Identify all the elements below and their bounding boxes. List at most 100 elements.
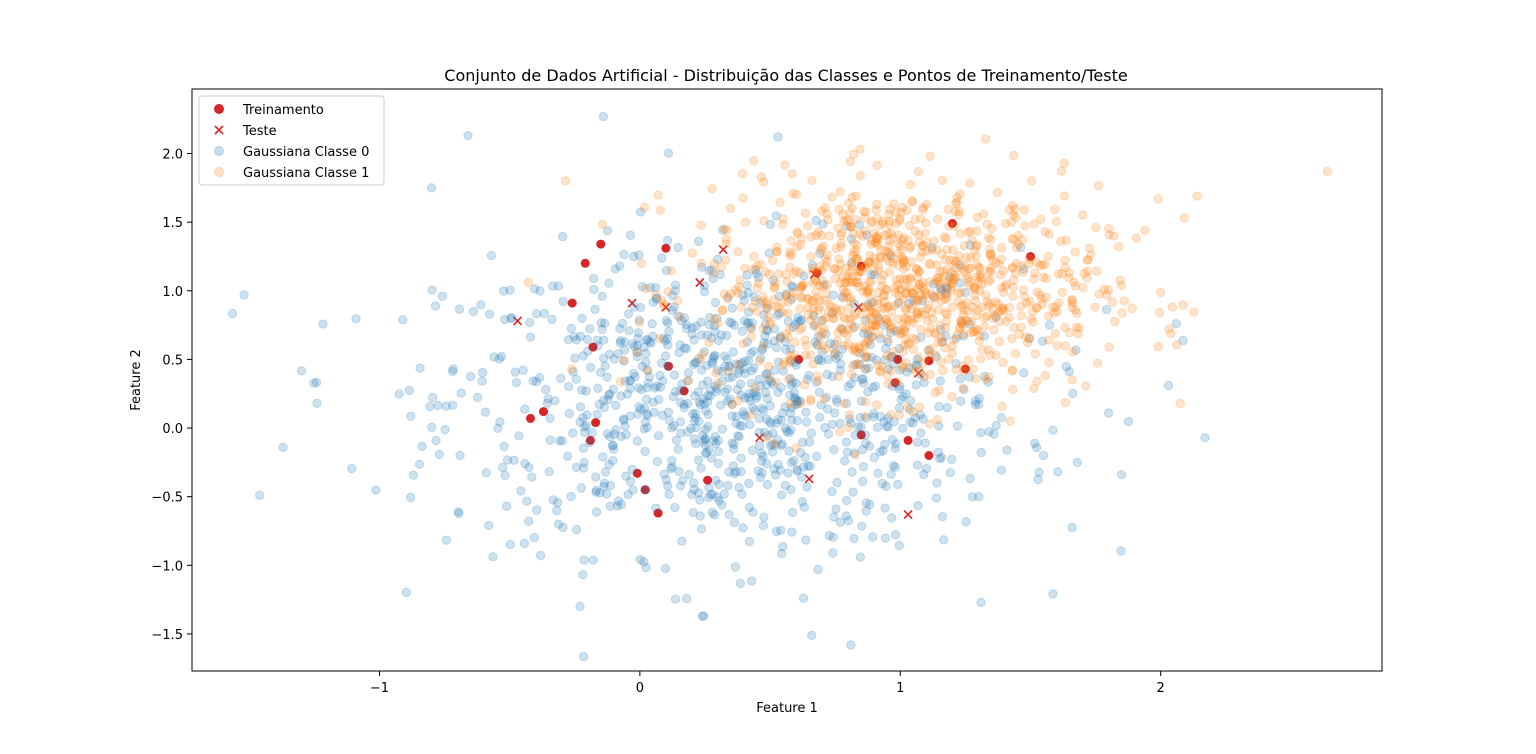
- class0-point: [690, 358, 700, 368]
- class0-point: [689, 391, 700, 401]
- class0-point: [768, 379, 778, 390]
- class0-point: [417, 441, 427, 451]
- class1-point: [634, 317, 644, 327]
- class0-point: [557, 436, 567, 446]
- class1-point: [924, 258, 934, 269]
- class0-point: [609, 354, 619, 364]
- class0-point: [868, 297, 878, 308]
- plot-background: [192, 89, 1382, 671]
- class1-point: [659, 298, 669, 309]
- class0-point: [727, 399, 737, 409]
- class0-point: [762, 393, 773, 404]
- class0-point: [577, 313, 587, 323]
- class0-point: [602, 429, 612, 439]
- class1-point: [959, 266, 969, 276]
- class1-point: [864, 314, 874, 324]
- class1-point: [830, 349, 840, 360]
- class1-point: [1051, 216, 1062, 227]
- class0-point: [642, 410, 653, 421]
- class1-point: [893, 230, 904, 240]
- class0-point: [651, 503, 661, 513]
- class0-point: [787, 527, 797, 537]
- class0-point: [833, 351, 844, 361]
- class0-point: [916, 332, 926, 343]
- class0-point: [1116, 470, 1127, 480]
- class0-point: [1072, 457, 1083, 468]
- test-point: [854, 302, 864, 312]
- class0-point: [793, 396, 803, 406]
- class0-point: [688, 359, 699, 370]
- class1-point: [761, 303, 771, 313]
- x-tick-label: 1: [896, 681, 904, 696]
- class0-point: [639, 403, 650, 413]
- class1-point: [920, 228, 930, 238]
- class1-point: [971, 251, 981, 261]
- class0-point: [502, 455, 513, 465]
- class1-point: [907, 197, 917, 207]
- class0-point: [1067, 522, 1077, 533]
- class1-point: [913, 307, 923, 317]
- class1-point: [926, 323, 936, 333]
- class1-point: [841, 215, 852, 226]
- class1-point: [884, 248, 894, 259]
- class0-point: [615, 261, 625, 271]
- class0-point: [506, 313, 516, 324]
- class1-point: [718, 305, 728, 315]
- class0-point: [858, 462, 869, 472]
- class0-point: [764, 417, 775, 427]
- class0-point: [791, 360, 801, 370]
- class1-point: [884, 219, 894, 230]
- class1-point: [1011, 212, 1021, 223]
- class1-point: [835, 242, 846, 252]
- class0-point: [940, 289, 951, 299]
- class0-point: [761, 380, 772, 390]
- class1-point: [764, 372, 775, 382]
- class0-point: [765, 219, 775, 230]
- class0-point: [961, 517, 971, 527]
- class1-point: [1044, 229, 1054, 239]
- class0-point: [641, 394, 652, 404]
- class1-point: [803, 309, 813, 320]
- class0-point: [641, 348, 651, 359]
- train-point: [1026, 252, 1035, 261]
- class0-point: [571, 462, 582, 472]
- class0-point: [601, 489, 612, 499]
- class1-point: [823, 215, 833, 225]
- class0-point: [835, 418, 845, 429]
- class1-point: [789, 350, 799, 360]
- class0-point: [530, 284, 540, 294]
- class0-point: [841, 495, 852, 506]
- class1-point: [846, 222, 856, 232]
- class0-point: [729, 468, 739, 479]
- class0-point: [793, 317, 803, 327]
- class0-point: [725, 394, 735, 404]
- class0-point: [719, 351, 730, 361]
- class0-point: [894, 343, 905, 354]
- class0-point: [430, 301, 441, 311]
- class1-point: [819, 323, 829, 334]
- class0-point: [547, 314, 557, 325]
- class0-point: [855, 359, 865, 370]
- class1-point: [740, 263, 750, 273]
- class1-point: [1024, 333, 1034, 344]
- class1-point: [851, 215, 861, 225]
- class1-group: [523, 134, 1333, 460]
- class0-point: [227, 308, 238, 319]
- class0-point: [744, 502, 755, 513]
- class0-point: [893, 299, 903, 309]
- class0-point: [755, 353, 766, 364]
- class0-point: [634, 315, 644, 325]
- class1-point: [918, 202, 929, 213]
- class0-point: [632, 340, 643, 350]
- class1-point: [695, 355, 705, 365]
- class1-point: [988, 313, 998, 323]
- class0-point: [816, 356, 827, 366]
- class1-point: [884, 247, 894, 258]
- class1-point: [653, 190, 663, 200]
- class1-point: [787, 169, 797, 179]
- class0-point: [759, 310, 769, 320]
- class0-point: [736, 467, 746, 477]
- class0-point: [812, 340, 822, 350]
- x-axis-label: Feature 1: [756, 701, 818, 716]
